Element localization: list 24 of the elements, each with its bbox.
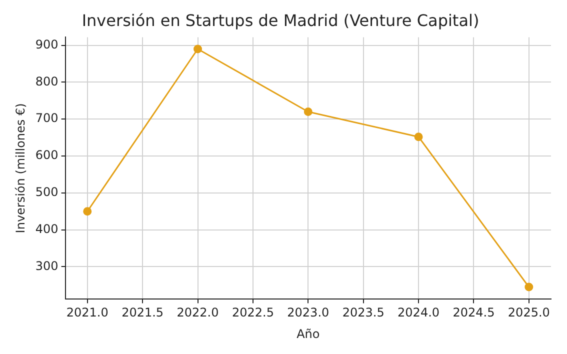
x-tick-label: 2022.5 bbox=[232, 306, 274, 320]
y-tick-label: 900 bbox=[35, 37, 58, 52]
y-tick-label: 700 bbox=[35, 111, 58, 126]
y-tick-label: 800 bbox=[35, 74, 58, 88]
y-tick-label: 300 bbox=[35, 258, 58, 273]
x-tick-label: 2024.0 bbox=[398, 306, 440, 320]
x-tick-label: 2025.0 bbox=[508, 306, 550, 320]
x-axis-title: Año bbox=[296, 326, 320, 341]
point bbox=[304, 107, 312, 116]
x-tick-label: 2023.0 bbox=[287, 306, 330, 320]
chart-title: Inversión en Startups de Madrid (Venture Capital) bbox=[82, 10, 480, 30]
y-tick-label: 400 bbox=[35, 222, 58, 236]
point bbox=[524, 282, 534, 292]
y-axis-title: Inversión (millones €) bbox=[13, 103, 28, 234]
x-tick-label: 2023.5 bbox=[342, 306, 384, 320]
y-tick-label: 500 bbox=[35, 185, 58, 200]
x-tick-label: 2021.5 bbox=[122, 306, 164, 320]
x-tick-label: 2021.0 bbox=[66, 306, 108, 320]
point bbox=[194, 44, 202, 54]
point bbox=[83, 207, 92, 216]
x-tick-label: 2022.0 bbox=[176, 306, 219, 320]
point bbox=[414, 132, 423, 142]
x-tick-label: 2024.5 bbox=[452, 306, 495, 320]
y-tick-label: 600 bbox=[35, 148, 58, 162]
